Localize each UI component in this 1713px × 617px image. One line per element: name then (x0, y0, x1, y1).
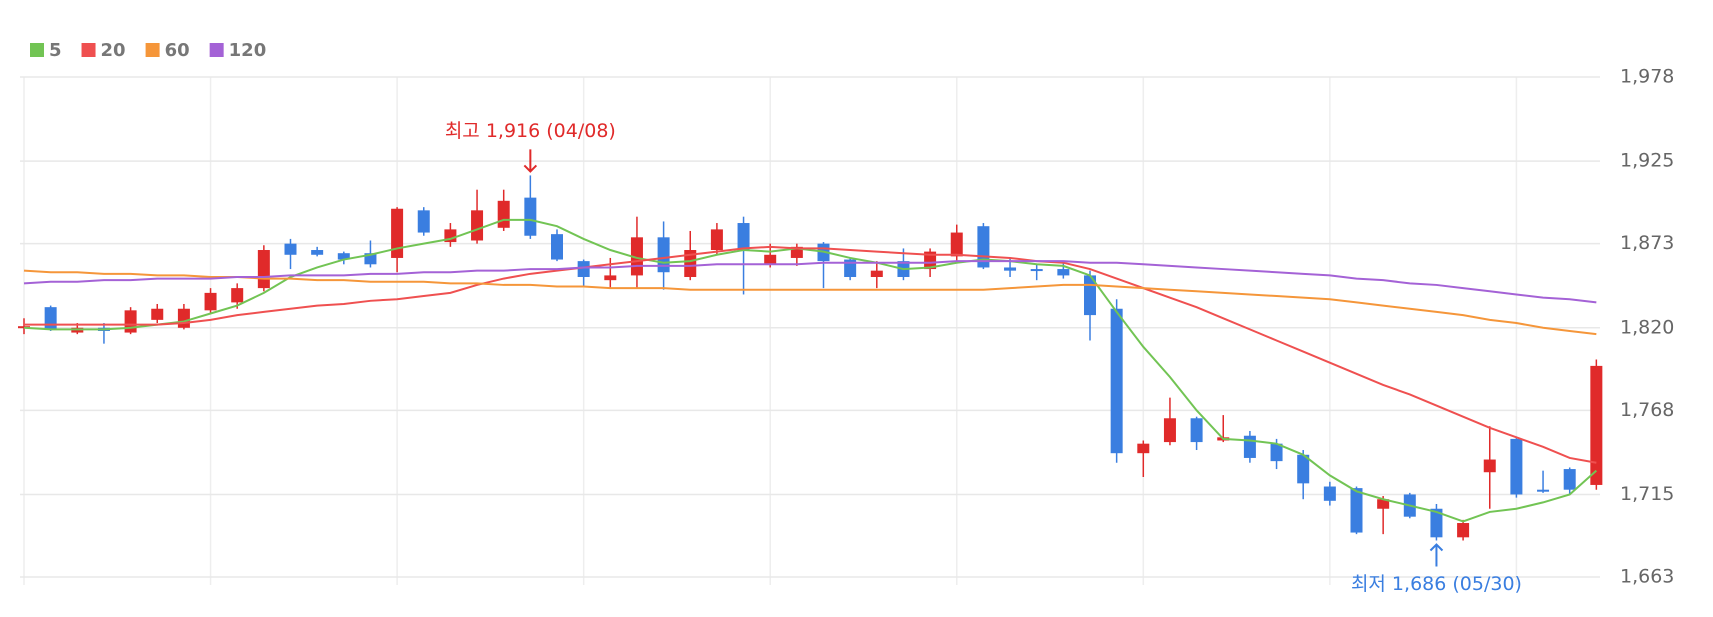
candle-body (1563, 469, 1576, 490)
candle-body (657, 237, 670, 273)
candle-body (604, 275, 617, 281)
candle-body (1483, 459, 1496, 473)
candle-body (471, 210, 484, 241)
candle-body (870, 270, 883, 277)
candle-body (1190, 418, 1203, 443)
candle-body (1537, 489, 1550, 492)
candle-body (684, 250, 697, 277)
candle-body (177, 308, 190, 328)
candle-body (844, 259, 857, 277)
legend-label: 60 (165, 40, 190, 61)
ma-line (23, 218, 1598, 523)
y-tick-label: 1,663 (1620, 566, 1674, 588)
candle-body (124, 310, 137, 333)
legend-swatch (30, 43, 44, 57)
candle-body (417, 210, 430, 233)
candle-body (1057, 269, 1070, 276)
candle-body (1243, 435, 1256, 458)
legend-swatch (209, 43, 224, 57)
ma-line (23, 260, 1597, 304)
candle-body (1163, 418, 1176, 443)
candle-body (524, 197, 537, 236)
y-tick-label: 1,925 (1620, 150, 1674, 172)
legend-label: 120 (229, 40, 267, 61)
y-tick-label: 1,978 (1620, 66, 1674, 88)
high-annotation: 최고 1,916 (04/08) (445, 120, 616, 142)
candle-body (710, 229, 723, 251)
candle-body (1457, 523, 1470, 538)
legend-swatch (81, 43, 96, 57)
candle-body (1030, 269, 1043, 272)
candle-body (551, 234, 563, 260)
candle-body (924, 251, 937, 270)
candle-body (1430, 508, 1443, 538)
candle-body (1004, 267, 1017, 271)
candle-body (18, 326, 30, 329)
candle-body (1510, 438, 1523, 495)
candle-body (737, 223, 750, 251)
y-tick-label: 1,820 (1620, 316, 1674, 338)
candle-body (391, 208, 404, 258)
candle-body (1110, 308, 1123, 454)
candle-body (337, 253, 350, 260)
candle-body (364, 253, 377, 265)
low-annotation: 최저 1,686 (05/30) (1351, 573, 1522, 595)
candle-body (1297, 454, 1310, 484)
candle-body (257, 250, 270, 289)
candle-body (284, 243, 297, 255)
y-tick-label: 1,768 (1620, 399, 1674, 421)
legend-label: 5 (49, 40, 62, 61)
candle-body (577, 261, 590, 277)
legend-label: 20 (101, 40, 126, 61)
candle-body (1137, 443, 1150, 454)
candle-body (1323, 486, 1336, 501)
candle-body (1270, 443, 1283, 462)
candle-body (44, 307, 57, 330)
candle-body (151, 308, 164, 320)
candle-body (950, 232, 963, 257)
legend-swatch (145, 43, 160, 57)
candle-body (204, 292, 217, 311)
candle-body (497, 200, 510, 228)
ma-line (24, 245, 1597, 464)
candle-body (790, 246, 803, 258)
y-tick-label: 1,873 (1620, 232, 1674, 254)
ma-line (23, 269, 1597, 336)
candle-body (764, 254, 777, 265)
candle-body (231, 288, 244, 303)
candle-body (1377, 499, 1390, 509)
candle-body (311, 250, 324, 255)
y-tick-label: 1,715 (1620, 483, 1674, 505)
candle-body (1350, 488, 1363, 533)
candle-body (1590, 365, 1603, 485)
annotation-arrow (523, 149, 538, 173)
annotation-arrow (1429, 543, 1444, 567)
